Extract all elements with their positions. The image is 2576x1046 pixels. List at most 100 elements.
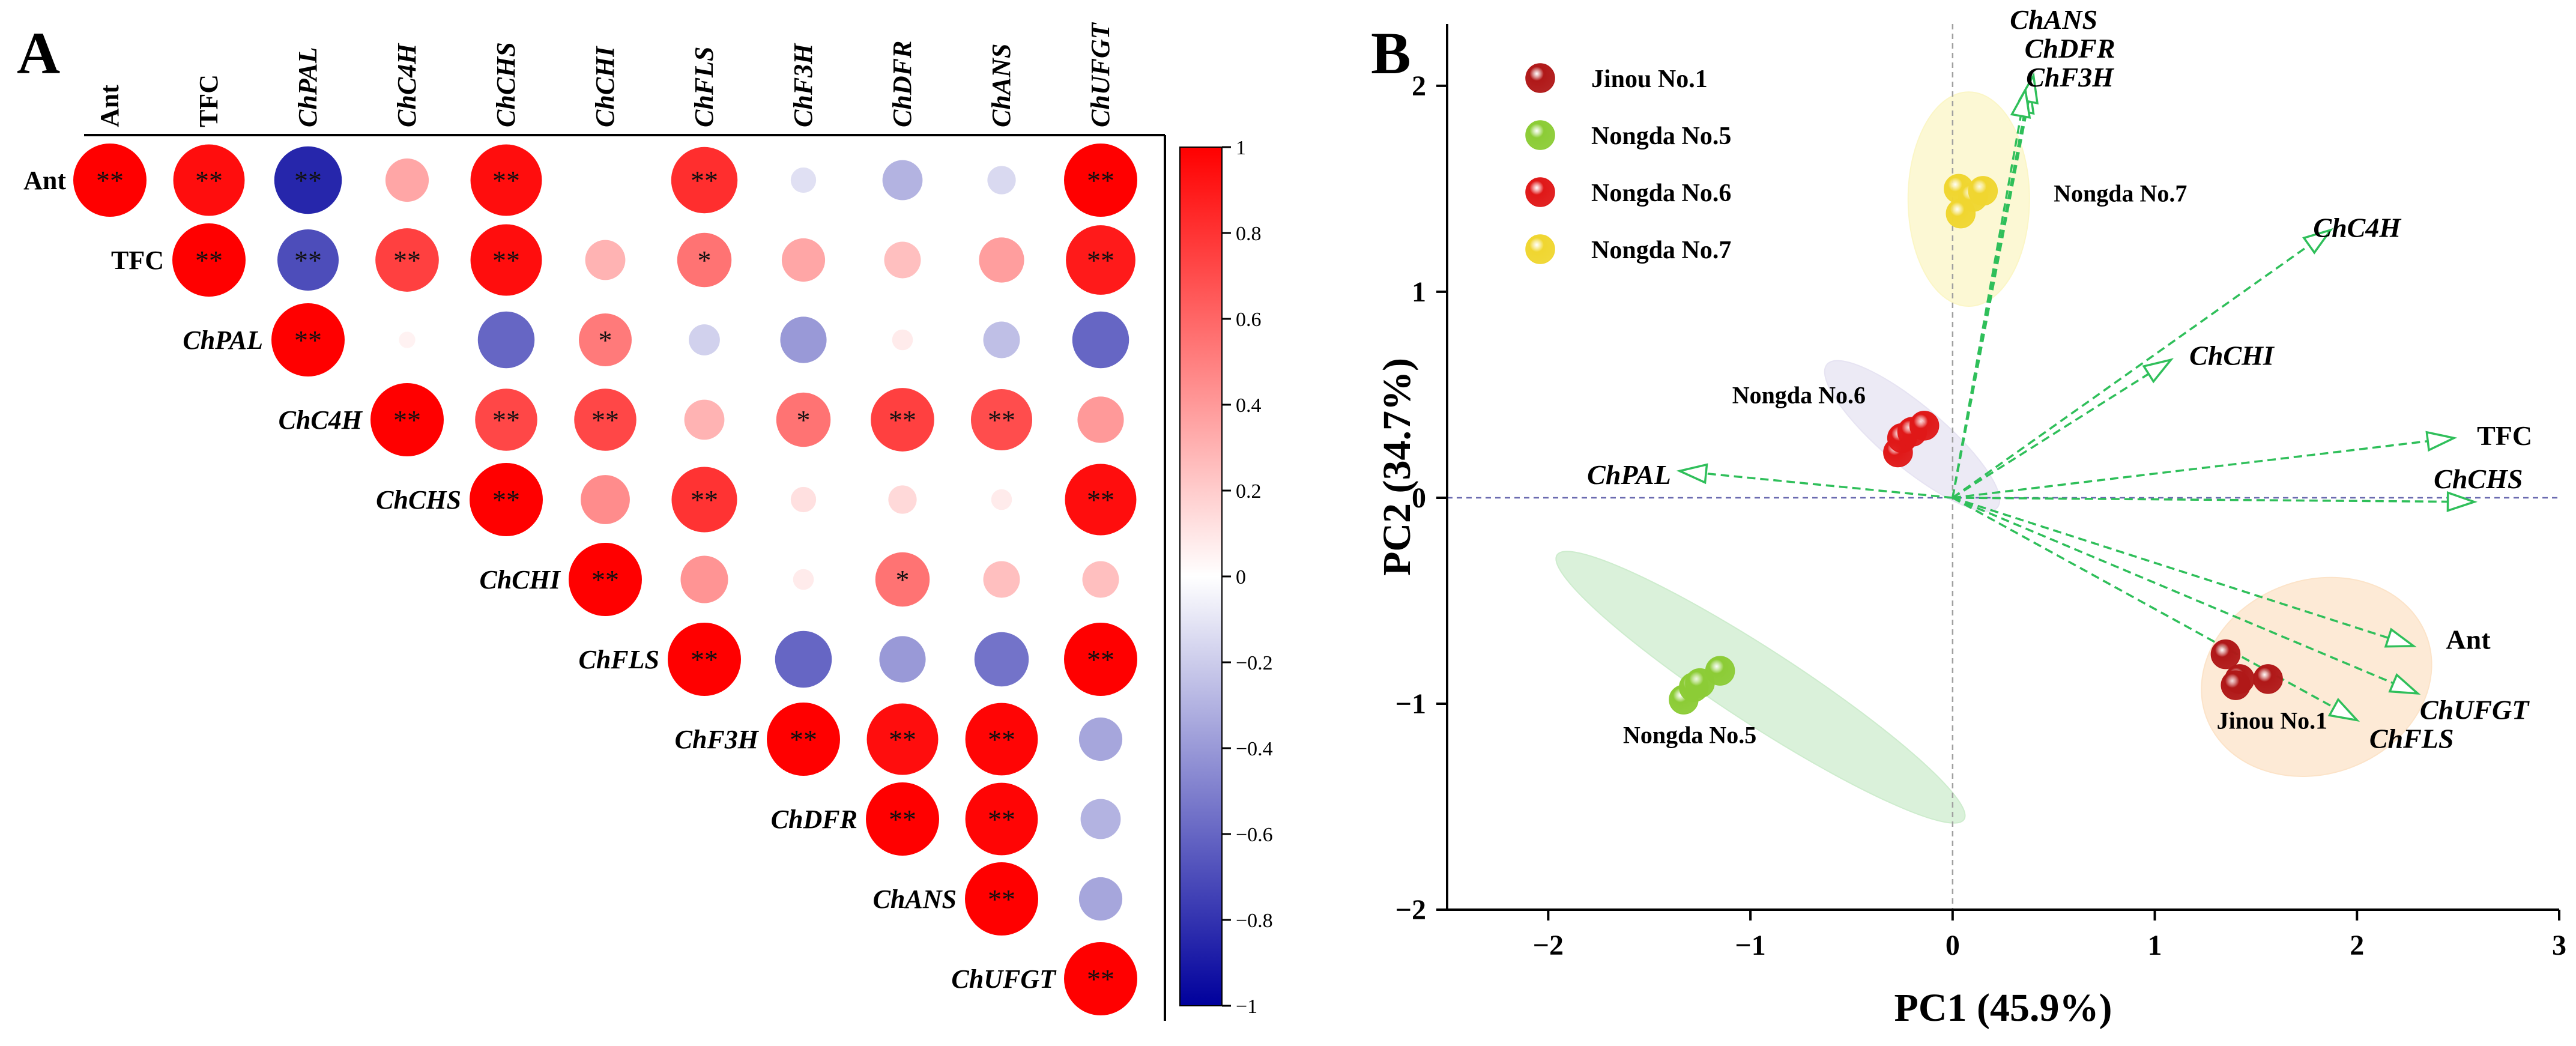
significance-mark: ** bbox=[96, 165, 124, 196]
significance-mark: ** bbox=[988, 724, 1015, 755]
loading-label-chc4h: ChC4H bbox=[2313, 213, 2401, 243]
significance-mark: ** bbox=[492, 405, 520, 435]
corr-circle-chc4h-chfls bbox=[684, 399, 725, 440]
corr-circle-ant-chchi bbox=[604, 179, 606, 181]
loading-arrowhead-chpal bbox=[1676, 463, 1708, 485]
point-jinou-no-1 bbox=[2210, 639, 2241, 670]
corr-circle-ant-chans bbox=[987, 166, 1016, 195]
y-axis-title: PC2 (34.7%) bbox=[1375, 358, 1419, 576]
significance-mark: ** bbox=[790, 724, 817, 755]
column-label-chufgt: ChUFGT bbox=[1086, 22, 1115, 127]
x-tick-label: −2 bbox=[1533, 930, 1564, 961]
corr-circle-tfc-tfc bbox=[172, 223, 246, 297]
colorbar-gradient bbox=[1179, 147, 1223, 1006]
significance-mark: ** bbox=[889, 724, 916, 755]
corr-circle-chc4h-chchi bbox=[574, 388, 636, 451]
column-label-chpal: ChPAL bbox=[293, 47, 322, 127]
corr-circle-chchs-chchi bbox=[581, 475, 630, 524]
corr-circle-chfls-chans bbox=[974, 632, 1029, 687]
corr-circle-chdfr-chufgt bbox=[1080, 799, 1121, 839]
significance-mark: ** bbox=[691, 485, 718, 515]
colorbar-tick-label: −0.2 bbox=[1236, 652, 1273, 674]
panel-a-label: A bbox=[17, 20, 60, 86]
significance-mark: ** bbox=[294, 165, 322, 196]
loading-label-tfc: TFC bbox=[2477, 420, 2532, 451]
significance-mark: * bbox=[797, 405, 811, 435]
corr-circle-tfc-chpal bbox=[277, 229, 339, 291]
row-label-tfc: TFC bbox=[111, 246, 164, 275]
significance-mark: ** bbox=[294, 245, 322, 276]
significance-mark: ** bbox=[492, 165, 520, 196]
corr-circle-ant-chufgt bbox=[1064, 144, 1137, 217]
significance-mark: ** bbox=[988, 405, 1015, 435]
column-labels: Ant TFC ChPAL ChC4H ChCHS ChCHI ChFLS ChF3H ChDF… bbox=[95, 22, 1115, 127]
significance-mark: ** bbox=[492, 245, 520, 276]
loading-line-chc4h bbox=[1952, 244, 2310, 499]
legend-marker-nongda-no-7 bbox=[1525, 234, 1555, 264]
corr-circle-chc4h-chc4h bbox=[370, 383, 444, 456]
y-tick-label: −2 bbox=[1395, 894, 1426, 926]
point-nongda-no-7 bbox=[1946, 198, 1976, 229]
column-label-chfls: ChFLS bbox=[689, 46, 719, 127]
colorbar-tick-label: −0.8 bbox=[1236, 910, 1273, 932]
pca-axes: −2 −1 0 1 2 3 −2 −1 0 1 2 bbox=[1395, 24, 2566, 961]
panel-b-label: B bbox=[1371, 20, 1411, 86]
legend-label-nongda-no-6: Nongda No.6 bbox=[1591, 180, 1731, 207]
corr-circle-chchi-chans bbox=[983, 561, 1020, 598]
significance-mark: * bbox=[698, 245, 712, 276]
column-label-chc4h: ChC4H bbox=[392, 43, 422, 127]
ellipse-jinou-no-1 bbox=[2201, 576, 2432, 777]
corr-circle-ant-tfc bbox=[173, 144, 245, 216]
loading-label-ant: Ant bbox=[2446, 624, 2491, 655]
corr-circle-chchs-chchs bbox=[470, 463, 543, 536]
significance-mark: ** bbox=[1087, 644, 1114, 675]
x-tick-label: −1 bbox=[1735, 930, 1765, 961]
significance-mark: ** bbox=[988, 884, 1015, 914]
corr-circle-chf3h-chdfr bbox=[866, 703, 939, 775]
loading-line-chchi bbox=[1952, 373, 2150, 499]
corr-circle-tfc-chchi bbox=[585, 240, 626, 280]
group-label-nongda-no-5: Nongda No.5 bbox=[1623, 721, 1756, 748]
significance-mark: ** bbox=[1087, 245, 1114, 276]
corr-circle-chfls-chfls bbox=[668, 623, 741, 696]
loading-arrowhead-chc4h bbox=[2302, 228, 2333, 255]
y-tick-label: −1 bbox=[1395, 688, 1426, 720]
corr-circle-chpal-chchs bbox=[477, 311, 535, 369]
loading-label-chfls: ChFLS bbox=[2369, 723, 2454, 754]
colorbar-tick-label: 1 bbox=[1236, 137, 1246, 159]
correlation-frame bbox=[84, 134, 1166, 1021]
significance-mark: ** bbox=[195, 165, 223, 196]
corr-circle-tfc-chf3h bbox=[781, 238, 826, 282]
corr-circle-chchi-chf3h bbox=[793, 569, 814, 590]
colorbar-tick-label: 0 bbox=[1236, 566, 1246, 588]
loading-arrowhead-chchs bbox=[2446, 491, 2478, 512]
significance-mark: ** bbox=[691, 165, 718, 196]
row-label-chchi: ChCHI bbox=[479, 565, 561, 594]
corr-circle-chfls-chufgt bbox=[1064, 623, 1137, 696]
column-label-chchs: ChCHS bbox=[491, 42, 521, 127]
point-nongda-no-5 bbox=[1685, 668, 1715, 698]
colorbar-tick-label: 0.4 bbox=[1236, 395, 1262, 417]
group-labels: Jinou No.1 Nongda No.5 Nongda No.6 Nongda N… bbox=[1623, 180, 2327, 748]
point-nongda-no-7 bbox=[1968, 176, 1998, 206]
corr-circle-chpal-chdfr bbox=[892, 329, 913, 351]
significance-mark: ** bbox=[393, 245, 421, 276]
colorbar-tick-label: 0.2 bbox=[1236, 480, 1262, 503]
significance-mark: ** bbox=[1087, 964, 1114, 994]
corr-circle-chpal-chfls bbox=[689, 324, 720, 355]
corr-circle-chc4h-chf3h bbox=[776, 392, 831, 447]
loading-line-chpal bbox=[1705, 472, 1953, 499]
corr-circle-chpal-chc4h bbox=[399, 331, 416, 348]
legend-label-nongda-no-7: Nongda No.7 bbox=[1591, 237, 1731, 264]
row-label-chpal: ChPAL bbox=[183, 325, 263, 355]
legend-label-jinou-no-1: Jinou No.1 bbox=[1591, 65, 1708, 93]
legend-marker-nongda-no-6 bbox=[1525, 177, 1555, 207]
corr-circle-ant-chf3h bbox=[790, 167, 817, 193]
significance-mark: * bbox=[896, 564, 910, 595]
corr-circle-tfc-chans bbox=[979, 237, 1024, 283]
corr-circle-tfc-chfls bbox=[677, 232, 732, 288]
significance-mark: ** bbox=[691, 644, 718, 675]
colorbar-tick-label: 0.6 bbox=[1236, 309, 1262, 331]
score-points bbox=[1669, 174, 2283, 715]
